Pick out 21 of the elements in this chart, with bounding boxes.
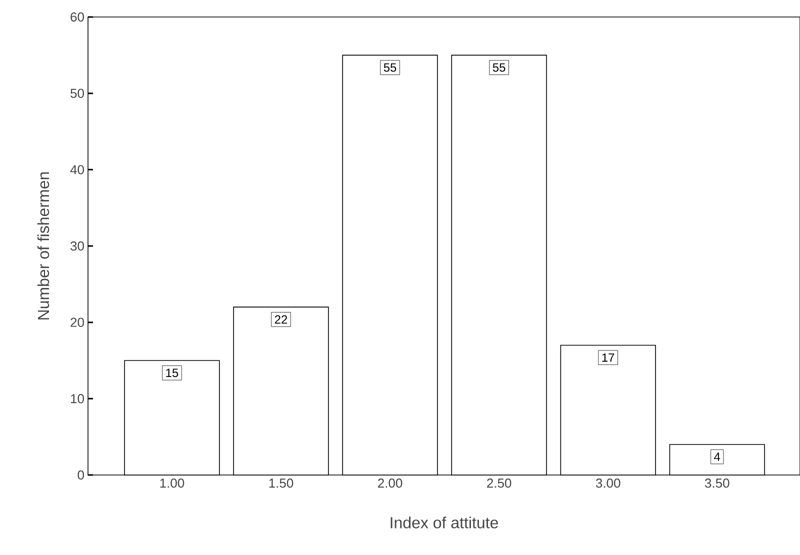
data-label: 55: [492, 63, 506, 72]
y-tick-label: 0: [78, 470, 84, 480]
y-tick-label: 20: [70, 318, 84, 327]
x-tick-label: 3.00: [596, 478, 620, 488]
y-axis-title: Number of fishermen: [37, 172, 50, 320]
x-tick-label: 1.00: [160, 478, 184, 488]
data-label: 4: [714, 452, 720, 461]
x-tick-label: 2.50: [487, 478, 512, 488]
x-tick-label: 2.00: [378, 478, 402, 488]
y-tick-label: 50: [70, 88, 84, 98]
y-tick-label: 60: [70, 12, 84, 22]
x-tick-label: 3.50: [704, 478, 730, 488]
x-tick-label: 1.50: [269, 478, 294, 488]
data-label: 15: [166, 368, 178, 378]
data-label: 55: [384, 63, 396, 72]
data-label: 22: [274, 315, 288, 324]
y-tick-label: 10: [70, 394, 84, 404]
x-axis-title: Index of attitute: [390, 516, 498, 528]
y-tick-label: 40: [70, 165, 84, 174]
data-label: 17: [602, 353, 614, 362]
y-tick-label: 30: [70, 241, 84, 251]
